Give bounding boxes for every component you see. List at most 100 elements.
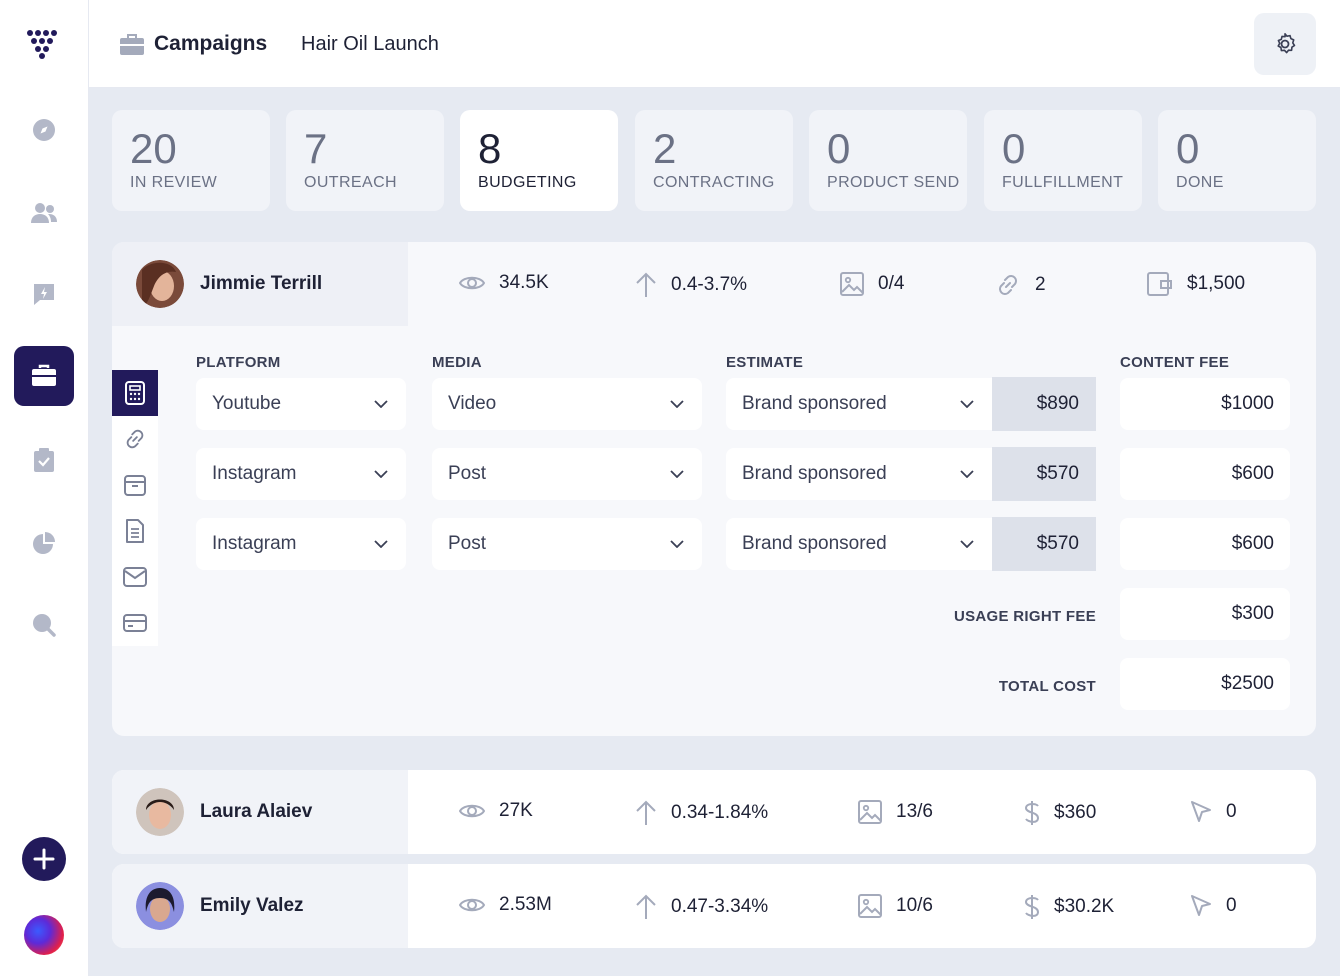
page-title: Campaigns bbox=[154, 32, 268, 55]
views-stat: 27K bbox=[459, 800, 533, 822]
tab-payment[interactable] bbox=[112, 600, 158, 646]
views-value: 2.53M bbox=[499, 894, 552, 915]
influencer-row[interactable]: Laura Alaiev 27K 0.34-1.84% 13/6 $360 0 bbox=[112, 770, 1316, 854]
influencer-header: Emily Valez bbox=[112, 864, 408, 948]
card-tabs bbox=[112, 370, 158, 646]
feedback-icon[interactable] bbox=[27, 277, 61, 311]
settings-button[interactable] bbox=[1254, 13, 1316, 75]
estimate-select[interactable]: Brand sponsored bbox=[726, 378, 992, 430]
media-value: 0/4 bbox=[878, 273, 905, 294]
engagement-value: 0.47-3.34% bbox=[671, 896, 769, 917]
media-stat: 0/4 bbox=[840, 272, 904, 296]
document-icon bbox=[126, 519, 144, 543]
content-fee-header: CONTENT FEE bbox=[1120, 354, 1230, 371]
stage-budgeting[interactable]: 8 BUDGETING bbox=[460, 110, 618, 211]
estimate-value: Brand sponsored bbox=[742, 533, 887, 554]
user-avatar[interactable] bbox=[24, 915, 64, 955]
content-fee-input[interactable]: $600 bbox=[1120, 448, 1290, 500]
estimate-price: $570 bbox=[992, 517, 1096, 571]
tab-document[interactable] bbox=[112, 508, 158, 554]
budget-stat: $30.2K bbox=[1024, 894, 1114, 920]
gear-icon bbox=[1277, 33, 1296, 54]
clicks-stat: 0 bbox=[1190, 800, 1237, 824]
chevron-down-icon bbox=[960, 540, 974, 548]
stage-label: FULLFILLMENT bbox=[1002, 174, 1124, 191]
clipboard-icon[interactable] bbox=[27, 443, 61, 477]
avatar bbox=[136, 788, 184, 836]
main-content: 20 IN REVIEW 7 OUTREACH 8 BUDGETING 2 CO… bbox=[89, 88, 1340, 976]
estimate-value: Brand sponsored bbox=[742, 463, 887, 484]
links-stat: 2 bbox=[995, 272, 1046, 298]
stage-outreach[interactable]: 7 OUTREACH bbox=[286, 110, 444, 211]
compass-icon[interactable] bbox=[27, 113, 61, 147]
platform-select[interactable]: Instagram bbox=[196, 448, 406, 500]
media-value: Video bbox=[448, 393, 497, 414]
media-header: MEDIA bbox=[432, 354, 482, 371]
chevron-down-icon bbox=[960, 400, 974, 408]
stage-label: IN REVIEW bbox=[130, 174, 218, 191]
influencer-header[interactable]: Jimmie Terrill bbox=[112, 242, 408, 326]
stage-fulfillment[interactable]: 0 FULLFILLMENT bbox=[984, 110, 1142, 211]
estimate-value: Brand sponsored bbox=[742, 393, 887, 414]
link-icon bbox=[126, 429, 144, 449]
image-icon bbox=[840, 272, 864, 296]
clicks-value: 0 bbox=[1226, 801, 1237, 822]
estimate-select[interactable]: Brand sponsored bbox=[726, 518, 992, 570]
platform-value: Instagram bbox=[212, 463, 297, 484]
media-select[interactable]: Video bbox=[432, 378, 702, 430]
card-icon bbox=[123, 614, 147, 632]
estimate-price: $890 bbox=[992, 377, 1096, 431]
budget-value: $1,500 bbox=[1187, 273, 1246, 294]
influencer-row[interactable]: Emily Valez 2.53M 0.47-3.34% 10/6 $30.2K… bbox=[112, 864, 1316, 948]
image-icon bbox=[858, 894, 882, 918]
media-value: Post bbox=[448, 533, 487, 554]
views-value: 34.5K bbox=[499, 272, 549, 293]
users-icon[interactable] bbox=[27, 196, 61, 230]
media-stat: 13/6 bbox=[858, 800, 933, 824]
logo-icon[interactable] bbox=[26, 29, 62, 59]
tab-mail[interactable] bbox=[112, 554, 158, 600]
tab-archive[interactable] bbox=[112, 462, 158, 508]
media-select[interactable]: Post bbox=[432, 448, 702, 500]
avatar bbox=[136, 260, 184, 308]
chevron-down-icon bbox=[670, 470, 684, 478]
add-button[interactable] bbox=[22, 837, 66, 881]
arrow-up-icon bbox=[636, 800, 656, 825]
platform-value: Instagram bbox=[212, 533, 297, 554]
media-select[interactable]: Post bbox=[432, 518, 702, 570]
stage-label: DONE bbox=[1176, 174, 1224, 191]
platform-select[interactable]: Youtube bbox=[196, 378, 406, 430]
engagement-value: 0.34-1.84% bbox=[671, 802, 769, 823]
plus-icon bbox=[33, 848, 55, 870]
search-icon[interactable] bbox=[27, 608, 61, 642]
tab-links[interactable] bbox=[112, 416, 158, 462]
stage-in-review[interactable]: 20 IN REVIEW bbox=[112, 110, 270, 211]
estimate-select[interactable]: Brand sponsored bbox=[726, 448, 992, 500]
media-stat: 10/6 bbox=[858, 894, 933, 918]
arrow-up-icon bbox=[636, 272, 656, 297]
pie-chart-icon[interactable] bbox=[27, 526, 61, 560]
eye-icon bbox=[459, 898, 485, 912]
stage-product-send[interactable]: 0 PRODUCT SEND bbox=[809, 110, 967, 211]
stage-count: 0 bbox=[827, 125, 851, 172]
stage-contracting[interactable]: 2 CONTRACTING bbox=[635, 110, 793, 211]
media-value: 10/6 bbox=[896, 895, 933, 916]
content-fee-input[interactable]: $600 bbox=[1120, 518, 1290, 570]
stage-count: 7 bbox=[304, 125, 328, 172]
engagement-stat: 0.34-1.84% bbox=[635, 800, 768, 826]
content-fee-input[interactable]: $1000 bbox=[1120, 378, 1290, 430]
briefcase-icon[interactable] bbox=[14, 346, 74, 406]
stage-count: 2 bbox=[653, 125, 677, 172]
usage-right-fee-input[interactable]: $300 bbox=[1120, 588, 1290, 640]
influencer-card-expanded: Jimmie Terrill 34.5K 0.4-3.7% 0/4 2 $1,5… bbox=[112, 242, 1316, 736]
chevron-down-icon bbox=[374, 540, 388, 548]
stage-done[interactable]: 0 DONE bbox=[1158, 110, 1316, 211]
stage-count: 0 bbox=[1176, 125, 1200, 172]
sidebar bbox=[0, 0, 89, 976]
tab-budget[interactable] bbox=[112, 370, 158, 416]
platform-select[interactable]: Instagram bbox=[196, 518, 406, 570]
estimate-header: ESTIMATE bbox=[726, 354, 804, 371]
stage-label: BUDGETING bbox=[478, 174, 577, 191]
arrow-up-icon bbox=[636, 894, 656, 919]
mail-icon bbox=[123, 567, 147, 587]
